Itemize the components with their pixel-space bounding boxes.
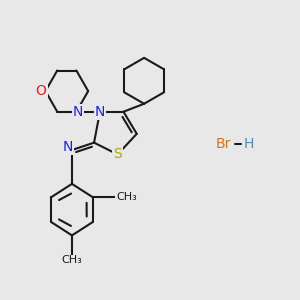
Text: S: S [113,147,122,161]
Text: N: N [62,140,73,154]
Text: CH₃: CH₃ [116,192,137,202]
Text: CH₃: CH₃ [61,255,82,266]
Text: H: H [244,137,254,151]
Text: Br: Br [216,137,231,151]
Text: N: N [73,105,83,119]
Text: N: N [95,105,105,119]
Text: O: O [36,84,46,98]
